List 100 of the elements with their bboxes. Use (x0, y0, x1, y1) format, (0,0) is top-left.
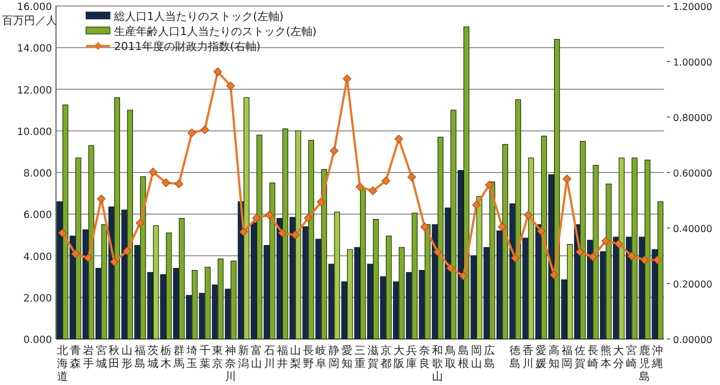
x-tick-label: 岩手 (82, 344, 94, 370)
point (536, 226, 546, 236)
point (588, 252, 598, 262)
point (58, 228, 67, 238)
bar (372, 219, 379, 340)
point (188, 128, 196, 138)
bar (541, 136, 547, 340)
point (640, 256, 649, 264)
point (524, 210, 532, 220)
point (265, 210, 274, 220)
point (162, 178, 170, 188)
bar (101, 224, 108, 340)
x-tick-label: 島根 (458, 344, 469, 370)
bar (75, 158, 82, 340)
point (71, 250, 80, 258)
x-tick-label: 愛知 (342, 344, 353, 370)
legend-label: 総人口1人当たりのストック(左軸) (113, 10, 284, 23)
x-tick-label: 岡山 (470, 344, 482, 370)
point (148, 168, 158, 176)
point (252, 214, 261, 222)
x-tick-label: 大分 (613, 344, 624, 370)
point (200, 125, 210, 134)
bar (463, 26, 470, 340)
x-tick-label: 滋賀 (367, 344, 378, 370)
x-tick-label: 福島 (134, 344, 146, 370)
point (96, 194, 106, 204)
x-tick-label: 富山 (251, 344, 262, 370)
point (174, 180, 184, 188)
x-tick-label: 三重 (354, 344, 366, 370)
point (226, 82, 235, 90)
x-tick-label: 千葉 (199, 344, 210, 370)
x-tick-label: 愛媛 (536, 344, 547, 370)
point (485, 180, 494, 190)
y2-tick-label: 0.60000 (673, 168, 712, 180)
y2-tick-label: 1.00000 (673, 58, 712, 68)
x-tick-label: 東京 (212, 344, 224, 370)
bar (618, 158, 625, 340)
bar (450, 110, 456, 340)
bar (398, 247, 405, 340)
y-tick-label: 10.000 (17, 126, 52, 138)
x-tick-label: 福岡 (561, 344, 572, 370)
bar (321, 169, 327, 340)
point (394, 134, 404, 144)
x-tick-label: 沖縄 (651, 344, 664, 370)
point (382, 176, 390, 186)
x-tick-label: 岐阜 (316, 344, 327, 370)
x-tick-label: 和歌山 (432, 344, 444, 383)
bar (632, 158, 638, 340)
point (562, 174, 572, 184)
x-tick-label: 京都 (380, 344, 392, 370)
bar (114, 97, 120, 340)
bar (178, 218, 185, 340)
point (304, 214, 313, 222)
x-tick-label: 埼玉 (185, 344, 198, 370)
y-tick-label: 2.000 (23, 293, 52, 304)
point (550, 270, 558, 280)
bar (360, 188, 366, 340)
x-tick-label: 群馬 (172, 344, 184, 370)
x-tick-label: 静岡 (328, 344, 340, 370)
y-tick-label: 0.000 (23, 335, 52, 346)
x-tick-label: 福井 (276, 344, 288, 370)
y-tick-label: 14.000 (17, 44, 52, 55)
bar (528, 158, 534, 340)
y-tick-label: 4.000 (23, 252, 52, 263)
point (122, 246, 132, 256)
x-tick-label: 香川 (522, 344, 534, 370)
x-tick-label: 秋田 (108, 344, 120, 370)
point (576, 248, 584, 256)
x-tick-label: 大阪 (393, 344, 404, 370)
bar (476, 196, 482, 340)
point (356, 182, 364, 192)
x-tick-label: 広島 (484, 344, 495, 370)
bar (515, 99, 522, 340)
point (368, 186, 378, 196)
bar (282, 128, 288, 340)
bar (153, 225, 159, 340)
x-tick-label: 鹿児島 (639, 344, 650, 383)
x-tick-label: 神奈川 (225, 344, 236, 383)
point (342, 74, 352, 84)
point (330, 146, 338, 156)
y2-tick-label: 0.80000 (673, 113, 712, 124)
x-tick-label: 奈良 (419, 344, 430, 370)
bar (230, 260, 236, 340)
x-tick-label: 高知 (548, 344, 560, 370)
point (653, 256, 662, 264)
point (110, 258, 119, 266)
bar (334, 212, 340, 340)
bar (62, 104, 68, 340)
point (627, 252, 636, 260)
y-tick-label: 12.000 (17, 85, 52, 96)
point (614, 240, 624, 248)
y-tick-label: 6.000 (23, 210, 52, 222)
bar (218, 258, 224, 340)
x-tick-label: 佐賀 (574, 344, 586, 370)
point (601, 236, 610, 246)
x-tick-label: 熊本 (600, 344, 612, 370)
legend-label: 生産年齢人口1人当たりのストック(左軸) (114, 25, 317, 38)
legend-label: 2011年度の財政力指数(右軸) (114, 40, 261, 53)
x-tick-label: 北海道 (56, 344, 68, 383)
bar (592, 164, 599, 340)
